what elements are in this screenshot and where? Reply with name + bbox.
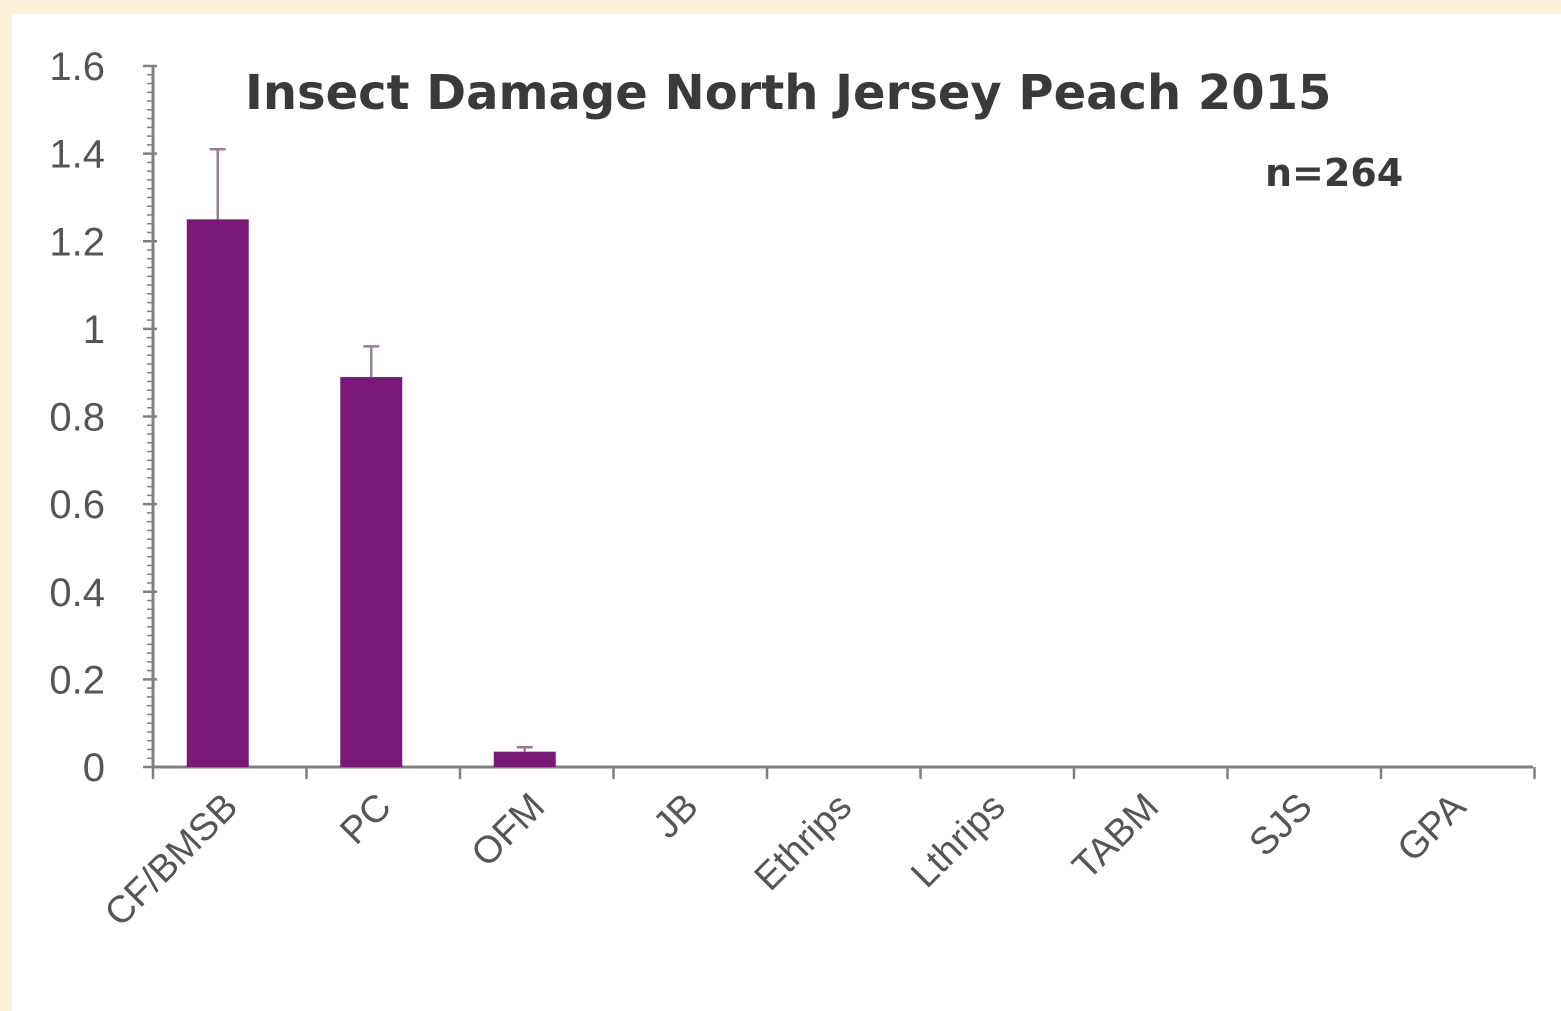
x-tick-label: SJS — [1242, 786, 1321, 865]
x-tick-labels: CF/BMSB PC OFM JB Ethrips Lthrips TABM SJS GPA — [97, 785, 1475, 935]
chart-frame: Insect Damage North Jersey Peach 2015 n=… — [12, 14, 1561, 1011]
x-tick-label: Lthrips — [903, 786, 1013, 896]
sample-size-annotation: n=264 — [1265, 151, 1403, 195]
x-tick-label: Ethrips — [747, 786, 860, 899]
bar-chart: Insect Damage North Jersey Peach 2015 n=… — [49, 45, 1536, 935]
x-tick-label: TABM — [1065, 786, 1167, 888]
y-tick-label: 0 — [83, 746, 105, 790]
y-tick-label: 0.8 — [49, 396, 105, 440]
x-tick-label: OFM — [464, 786, 553, 875]
x-tick-label: CF/BMSB — [97, 786, 246, 935]
bar — [493, 751, 556, 767]
y-tick-label: 1 — [83, 308, 105, 352]
y-tick-label: 0.6 — [49, 483, 105, 527]
y-tick-label: 1.6 — [49, 45, 105, 89]
x-tick-label: JB — [646, 786, 707, 847]
y-tick-label: 1.2 — [49, 220, 105, 264]
bar — [340, 377, 403, 767]
chart-title: Insect Damage North Jersey Peach 2015 — [245, 65, 1331, 121]
bar — [186, 219, 249, 767]
x-tick-label: PC — [333, 786, 400, 853]
y-tick-label: 1.4 — [49, 133, 105, 177]
y-tick-label: 0.2 — [49, 658, 105, 702]
x-tick-label: GPA — [1390, 785, 1475, 870]
y-tick-labels: 0 0.2 0.4 0.6 0.8 1 1.2 1.4 1.6 — [49, 45, 105, 790]
y-tick-label: 0.4 — [49, 571, 105, 615]
bars — [186, 147, 556, 767]
